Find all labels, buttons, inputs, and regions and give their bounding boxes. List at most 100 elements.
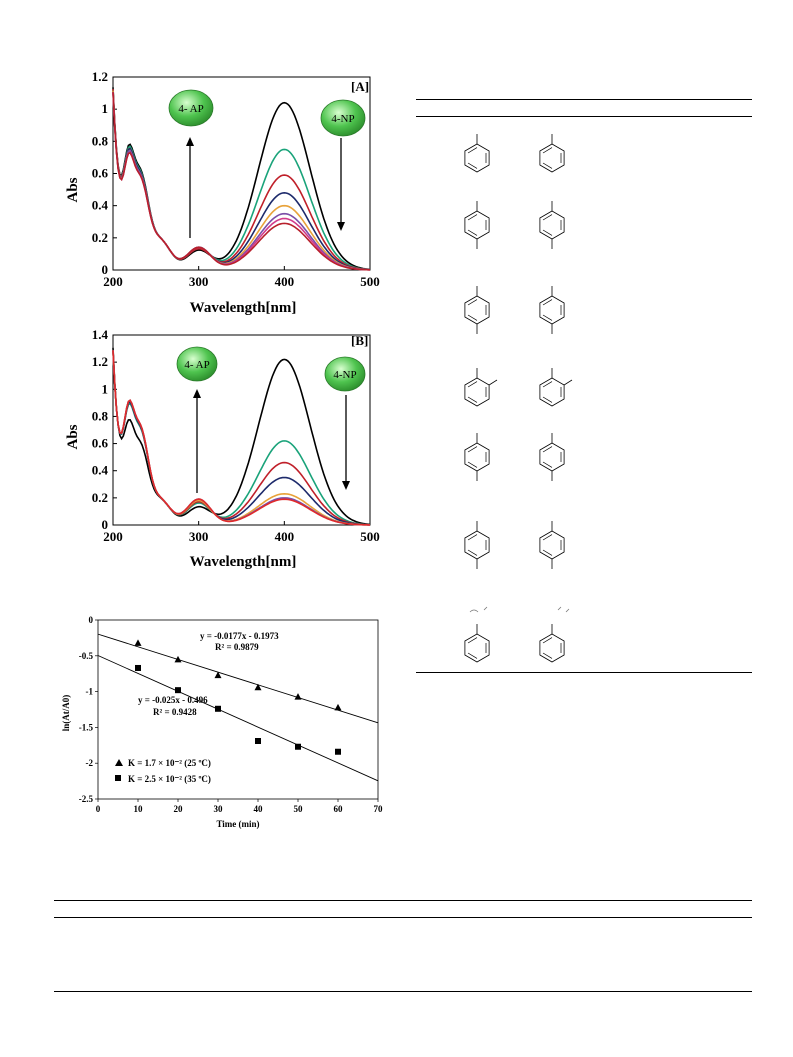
structure-7b — [540, 606, 570, 662]
chart-b-down-arrowhead — [342, 481, 350, 490]
y-tick-label: 0.2 — [92, 490, 108, 505]
x-tick-label: 0 — [96, 804, 101, 814]
data-point-square — [295, 743, 301, 750]
y-tick-label: 1.4 — [92, 327, 109, 342]
chart-b-badge-left: 4- AP — [176, 346, 218, 382]
structure-6a — [465, 521, 489, 569]
structure-6b — [540, 521, 564, 569]
fit-line-1 — [97, 633, 379, 724]
x-tick-label: 300 — [189, 274, 209, 289]
data-point-triangle — [214, 671, 222, 679]
table-header-rule — [416, 116, 752, 117]
spectrum-line-1 — [112, 347, 371, 526]
x-tick-label: 30 — [214, 804, 224, 814]
fit-line-2 — [97, 655, 379, 782]
data-point-triangle — [294, 693, 302, 700]
y-tick-label: 0.4 — [92, 463, 109, 478]
x-tick-label: 300 — [189, 529, 209, 544]
kinetics-fits — [97, 633, 379, 782]
y-tick-label: -1 — [86, 687, 94, 697]
x-tick-label: 400 — [275, 274, 295, 289]
y-tick-label: -2.5 — [79, 794, 94, 804]
chart-b-tag: [B] — [351, 333, 368, 348]
x-tick-label: 400 — [275, 529, 295, 544]
y-tick-label: -1.5 — [79, 722, 94, 732]
chart-b-up-arrowhead — [193, 389, 201, 398]
structure-3a — [465, 286, 489, 334]
kinetics-r1: R² = 0.9879 — [215, 642, 259, 652]
chart-b-axes: 200 300 400 500 0 0.2 0.4 0.6 0.8 1 1.2 1.4 — [92, 327, 380, 544]
y-tick-label: 0.2 — [92, 230, 108, 245]
x-tick-label: 40 — [254, 804, 264, 814]
kinetics-points — [134, 639, 342, 755]
chart-a-badge-right: 4-NP — [320, 99, 366, 137]
kinetics-r2: R² = 0.9428 — [153, 707, 197, 717]
kinetics-axes: 0 10 20 30 40 50 60 70 0 -0.5 -1 -1.5 -2 -2.5 — [79, 615, 383, 814]
structure-3b — [540, 286, 564, 334]
structure-1a — [465, 134, 489, 172]
y-tick-label: 0 — [89, 615, 94, 625]
y-tick-label: -2 — [86, 758, 94, 768]
kinetics-frame — [97, 619, 379, 800]
y-tick-label: 1 — [102, 381, 109, 396]
plot-frame — [112, 334, 371, 526]
y-tick-label: 0.8 — [92, 408, 109, 423]
kinetics-legend2: K = 2.5 × 10⁻² (35 ºC) — [128, 774, 211, 784]
chart-a-up-arrowhead — [186, 137, 194, 146]
kinetics-legend2-marker — [115, 775, 121, 781]
y-tick-label: 0.4 — [92, 198, 109, 213]
chart-b-xlabel: Wavelength[nm] — [190, 554, 297, 570]
x-tick-label: 200 — [103, 274, 123, 289]
structures-column — [440, 120, 600, 670]
structure-2b — [540, 201, 564, 249]
structure-7a — [465, 606, 489, 662]
y-tick-label: 0.8 — [92, 133, 109, 148]
data-point-square — [335, 748, 341, 755]
spectrum-line-8 — [112, 92, 370, 271]
chart-b-series — [112, 347, 371, 526]
table-bottom-rule — [416, 672, 752, 673]
chart-a-badge-left: 4- AP — [168, 89, 214, 127]
uv-vis-chart-b: 200 300 400 500 0 0.2 0.4 0.6 0.8 1 1.2 1.4 [B] Abs… — [65, 327, 380, 570]
x-tick-label: 500 — [360, 274, 380, 289]
structure-1b — [540, 134, 564, 172]
chart-a-tag: [A] — [351, 79, 369, 94]
data-point-square — [255, 738, 261, 745]
kinetics-xlabel: Time (min) — [216, 819, 259, 829]
structure-4b — [540, 368, 572, 406]
data-point-square — [135, 664, 141, 671]
x-tick-label: 20 — [174, 804, 184, 814]
structure-5a — [465, 433, 489, 481]
chart-a-series — [112, 87, 371, 271]
y-tick-label: 0.6 — [92, 436, 109, 451]
y-tick-label: 0 — [102, 262, 109, 277]
chart-a-axes: 200 300 400 500 0 0.2 0.4 0.6 0.8 1 1.2 — [92, 69, 380, 289]
kinetics-eq2: y = -0.025x - 0.496 — [138, 695, 208, 705]
chart-b-badge-left-label: 4- AP — [184, 359, 209, 371]
kinetics-chart: 0 10 20 30 40 50 60 70 0 -0.5 -1 -1.5 -2 -2.5 ln(At/A… — [61, 615, 383, 829]
y-tick-label: 0 — [102, 517, 109, 532]
structure-5b — [540, 433, 564, 481]
table-top-rule — [416, 99, 752, 100]
kinetics-ylabel: ln(At/A0) — [61, 695, 71, 732]
data-point-triangle — [334, 703, 342, 711]
data-point-square — [175, 687, 181, 694]
x-tick-label: 10 — [134, 804, 144, 814]
chart-b-ylabel: Abs — [65, 424, 81, 449]
chart-a-ylabel: Abs — [65, 177, 81, 202]
bottom-table-header-rule — [54, 917, 752, 918]
data-point-triangle — [254, 683, 262, 691]
chart-a-down-arrowhead — [337, 222, 345, 231]
chart-a-badge-right-label: 4-NP — [331, 113, 354, 125]
bottom-table-bottom-rule — [54, 991, 752, 992]
kinetics-legend1-marker — [115, 759, 123, 766]
kinetics-eq1: y = -0.0177x - 0.1973 — [200, 631, 279, 641]
chart-b-badge-right: 4-NP — [324, 356, 366, 392]
uv-vis-chart-a: 200 300 400 500 0 0.2 0.4 0.6 0.8 1 1.2 [A] Abs Wa… — [65, 69, 380, 316]
data-point-triangle — [174, 655, 182, 663]
y-tick-label: 1 — [102, 101, 109, 116]
y-tick-label: 0.6 — [92, 166, 109, 181]
x-tick-label: 50 — [294, 804, 304, 814]
spectrum-line-7 — [112, 350, 370, 526]
y-tick-label: 1.2 — [92, 69, 108, 84]
